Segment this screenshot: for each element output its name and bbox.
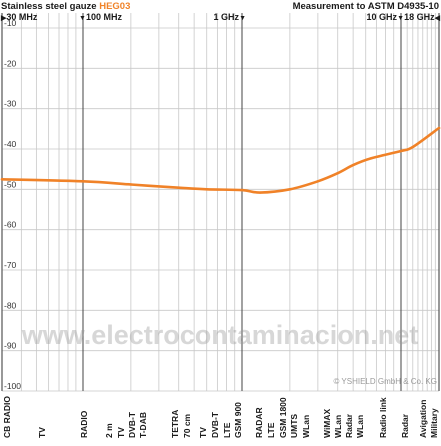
data-point	[370, 157, 373, 160]
frequency-marker: 10 GHz▼	[367, 12, 404, 22]
y-tick-label: -10	[4, 18, 17, 28]
band-label: WiMAX	[322, 408, 332, 438]
band-label: GSM 900	[233, 402, 243, 438]
band-label: TV	[198, 427, 208, 438]
marker-label: 100 MHz	[86, 12, 123, 22]
y-tick-label: -30	[4, 99, 17, 109]
frequency-markers: ▶30 MHz ▼100 MHz 1 GHz▼ 10 GHz▼ 18 GHz◀	[0, 12, 441, 22]
band-label: Military	[429, 408, 439, 438]
product-code: HEG03	[99, 1, 130, 12]
data-point	[0, 178, 4, 181]
frequency-band-labels: CB RADIO TV RADIO 2 m TV DVB-T T-DAB TETRA 70 cm…	[2, 396, 439, 438]
y-tick-label: -70	[4, 260, 17, 270]
band-label: Radar	[400, 413, 410, 438]
data-point	[240, 188, 244, 192]
data-point	[399, 149, 403, 153]
band-label: 2 m	[104, 423, 114, 438]
data-point	[81, 180, 85, 183]
data-point	[437, 126, 441, 130]
marker-arrow: ▼	[397, 15, 404, 22]
marker-arrow: ◀	[434, 15, 441, 22]
frequency-marker: ▶30 MHz	[0, 12, 38, 22]
band-label: UMTS	[289, 414, 299, 438]
marker-label: 1 GHz	[214, 12, 240, 22]
y-tick-label: -20	[4, 58, 17, 68]
band-label: LTE	[222, 422, 232, 438]
band-label: WLan	[301, 415, 311, 438]
product-name: Stainless steel gauze	[1, 1, 97, 12]
data-point	[316, 180, 320, 183]
band-label: T-DAB	[138, 412, 148, 438]
band-label: WLan	[355, 415, 365, 438]
y-tick-label: -40	[4, 139, 17, 149]
data-point	[177, 186, 180, 189]
chart-grid	[1, 13, 440, 392]
y-tick-label: -60	[4, 220, 17, 230]
band-label: TETRA	[170, 410, 180, 438]
data-point	[288, 188, 292, 191]
band-label: Avigation	[418, 400, 428, 438]
data-point	[129, 183, 133, 186]
data-point	[205, 188, 208, 191]
measurement-standard: Measurement to ASTM D4935-10	[293, 1, 439, 12]
band-label: DVB-T	[127, 411, 137, 438]
data-point	[351, 163, 355, 167]
data-point	[336, 172, 339, 175]
marker-label: 18 GHz	[404, 12, 435, 22]
band-label: Radio link	[378, 397, 388, 438]
marker-arrow: ▼	[239, 15, 246, 22]
y-axis-tick-labels: -10 -20 -30 -40 -50 -60 -70 -80 -90 -100	[4, 18, 21, 391]
y-tick-label: -50	[4, 179, 17, 189]
y-tick-label: -80	[4, 300, 17, 310]
band-label: DVB-T	[210, 411, 220, 438]
band-label: CB RADIO	[2, 396, 12, 438]
marker-arrow: ▶	[0, 15, 7, 22]
y-tick-label: -100	[4, 381, 21, 391]
band-label: LTE	[266, 422, 276, 438]
band-label: TV	[37, 427, 47, 438]
band-label: GSM 1800	[278, 397, 288, 438]
attenuation-series	[0, 126, 441, 194]
watermark: www.electrocontaminacion.net	[21, 320, 419, 350]
frequency-marker: 18 GHz◀	[404, 12, 441, 22]
band-label: RADIO	[79, 410, 89, 438]
marker-label: 10 GHz	[367, 12, 398, 22]
band-label: Radar	[344, 413, 354, 438]
band-label: RADAR	[254, 407, 264, 438]
frequency-marker: ▼100 MHz	[79, 12, 122, 22]
marker-label: 30 MHz	[6, 12, 38, 22]
marker-arrow: ▼	[79, 15, 86, 22]
y-tick-label: -90	[4, 341, 17, 351]
data-point	[258, 191, 262, 194]
frequency-marker: 1 GHz▼	[214, 12, 246, 22]
band-label: TV	[116, 427, 126, 438]
band-label: 70 cm	[182, 413, 192, 438]
band-label: WLan	[333, 415, 343, 438]
chart-title: Stainless steel gauze HEG03	[1, 1, 130, 12]
copyright: © YSHIELD GmbH & Co. KG	[333, 377, 437, 386]
data-point	[411, 145, 414, 149]
